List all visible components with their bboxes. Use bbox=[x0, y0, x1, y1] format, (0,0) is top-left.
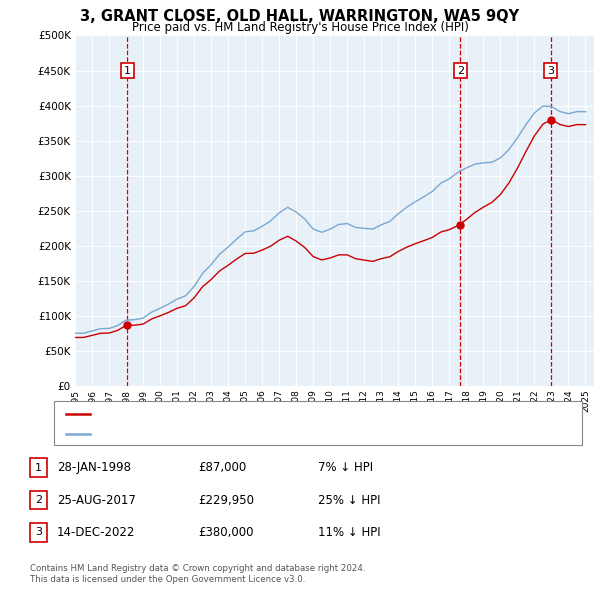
Text: 3, GRANT CLOSE, OLD HALL, WARRINGTON, WA5 9QY (detached house): 3, GRANT CLOSE, OLD HALL, WARRINGTON, WA… bbox=[96, 409, 452, 418]
Text: 11% ↓ HPI: 11% ↓ HPI bbox=[318, 526, 380, 539]
Text: 1: 1 bbox=[124, 65, 131, 76]
Text: £229,950: £229,950 bbox=[198, 493, 254, 507]
Text: 2: 2 bbox=[457, 65, 464, 76]
Text: Price paid vs. HM Land Registry's House Price Index (HPI): Price paid vs. HM Land Registry's House … bbox=[131, 21, 469, 34]
Text: £380,000: £380,000 bbox=[198, 526, 254, 539]
Text: 14-DEC-2022: 14-DEC-2022 bbox=[57, 526, 136, 539]
Text: 1: 1 bbox=[35, 463, 42, 473]
Text: HPI: Average price, detached house, Warrington: HPI: Average price, detached house, Warr… bbox=[96, 430, 336, 440]
Text: Contains HM Land Registry data © Crown copyright and database right 2024.: Contains HM Land Registry data © Crown c… bbox=[30, 565, 365, 573]
Text: 25-AUG-2017: 25-AUG-2017 bbox=[57, 493, 136, 507]
Text: £87,000: £87,000 bbox=[198, 461, 246, 474]
Text: 28-JAN-1998: 28-JAN-1998 bbox=[57, 461, 131, 474]
Text: 2: 2 bbox=[35, 495, 42, 505]
Text: 3: 3 bbox=[35, 527, 42, 537]
Text: 7% ↓ HPI: 7% ↓ HPI bbox=[318, 461, 373, 474]
Text: 3, GRANT CLOSE, OLD HALL, WARRINGTON, WA5 9QY: 3, GRANT CLOSE, OLD HALL, WARRINGTON, WA… bbox=[80, 9, 520, 24]
Text: 25% ↓ HPI: 25% ↓ HPI bbox=[318, 493, 380, 507]
Text: 3: 3 bbox=[547, 65, 554, 76]
Text: This data is licensed under the Open Government Licence v3.0.: This data is licensed under the Open Gov… bbox=[30, 575, 305, 584]
